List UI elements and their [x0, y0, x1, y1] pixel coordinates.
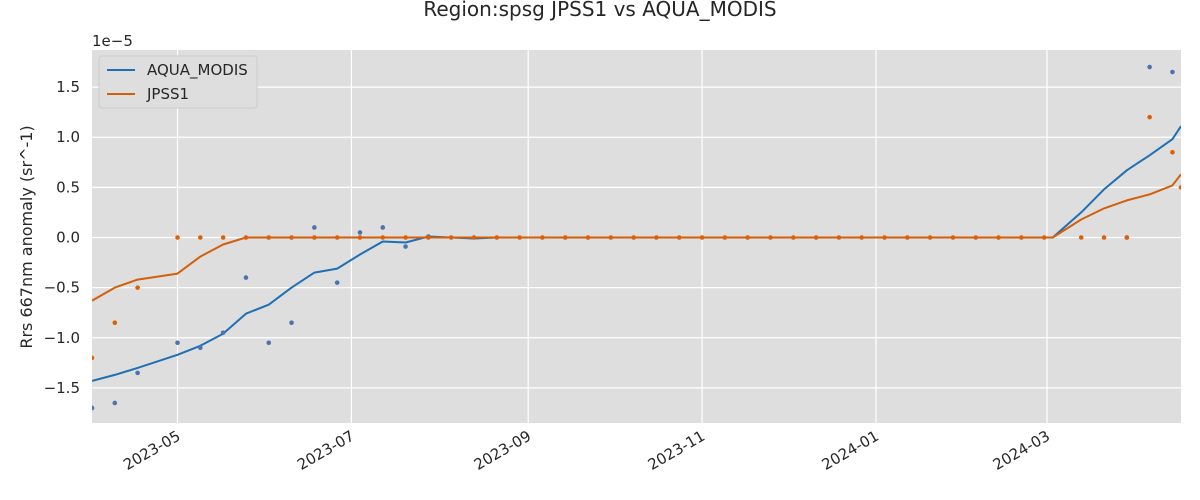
y-tick-label: −0.5: [44, 279, 80, 297]
jpss1-point: [562, 235, 568, 240]
aqua-modis-line: [92, 125, 1181, 382]
jpss1-point: [334, 235, 340, 240]
aqua-modis-point: [312, 225, 317, 230]
jpss1-point: [1124, 235, 1130, 240]
jpss1-point: [471, 235, 477, 240]
jpss1-point: [426, 235, 431, 240]
jpss1-point: [403, 235, 408, 240]
jpss1-point: [790, 235, 796, 240]
aqua-modis-point: [1147, 64, 1152, 70]
jpss1-point: [357, 235, 363, 240]
legend-label-jpss: JPSS1: [146, 85, 189, 103]
jpss1-point: [1101, 235, 1107, 240]
jpss1-point: [722, 235, 728, 240]
aqua-modis-point: [92, 405, 95, 411]
jpss1-point: [1078, 235, 1084, 240]
jpss1-point: [745, 235, 750, 240]
jpss1-point: [243, 235, 249, 240]
jpss1-point: [654, 235, 659, 240]
jpss1-point: [1178, 185, 1181, 190]
plot-area: [92, 64, 1181, 411]
y-tick-label: 0.0: [56, 229, 80, 247]
x-tick-label: 2023-07: [294, 427, 357, 474]
legend: AQUA_MODIS JPSS1: [98, 55, 258, 109]
aqua-modis-point: [357, 230, 363, 235]
x-tick-label: 2023-05: [120, 427, 183, 474]
chart-title: Region:spsg JPSS1 vs AQUA_MODIS: [423, 0, 776, 21]
jpss1-point: [950, 235, 956, 240]
jpss1-point: [112, 320, 118, 326]
y-tick-label: 1.5: [56, 78, 80, 96]
jpss1-point: [198, 235, 203, 240]
x-tick-label: 2024-01: [819, 427, 882, 474]
jpss1-point: [973, 235, 979, 240]
jpss1-point: [927, 235, 933, 240]
jpss1-point: [494, 235, 500, 240]
legend-label-aqua: AQUA_MODIS: [147, 61, 248, 80]
y-tick-label: 1.0: [56, 128, 80, 146]
aqua-modis-point: [289, 320, 294, 326]
jpss1-point: [905, 235, 910, 240]
jpss1-point: [699, 235, 705, 240]
aqua-modis-point: [198, 345, 203, 351]
aqua-modis-point: [403, 244, 408, 249]
y-axis-label: Rrs 667nm anomaly (sr^-1): [17, 125, 36, 348]
jpss1-point: [608, 235, 614, 240]
aqua-modis-point: [135, 370, 140, 376]
y-offset-label: 1e−5: [92, 32, 133, 50]
jpss1-point: [92, 355, 95, 361]
jpss1-point: [882, 235, 887, 240]
aqua-modis-point: [220, 330, 226, 336]
jpss1-point: [380, 235, 386, 240]
y-tick-label: −1.5: [44, 379, 80, 397]
aqua-modis-point: [380, 225, 386, 230]
x-tick-label: 2023-09: [471, 427, 534, 474]
jpss1-point: [996, 235, 1001, 240]
y-tick-label: −1.0: [44, 329, 80, 347]
jpss1-point: [312, 235, 317, 240]
aqua-modis-point: [334, 280, 340, 285]
legend-box: [98, 55, 258, 109]
jpss1-point: [836, 235, 842, 240]
aqua-modis-point: [243, 275, 249, 280]
aqua-modis-point: [266, 340, 272, 346]
jpss1-point: [135, 285, 140, 290]
jpss1-point: [1019, 235, 1024, 240]
jpss1-point: [631, 235, 636, 240]
aqua-modis-point: [112, 400, 118, 406]
x-tick-label: 2024-03: [990, 427, 1053, 474]
aqua-modis-point: [175, 340, 180, 346]
jpss1-point: [289, 235, 294, 240]
series-layer: [92, 64, 1181, 411]
aqua-modis-point: [1170, 69, 1175, 75]
jpss1-point: [1147, 114, 1152, 120]
jpss1-point: [448, 235, 454, 240]
jpss1-point: [1041, 235, 1047, 240]
jpss1-point: [517, 235, 522, 240]
jpss1-point: [266, 235, 272, 240]
jpss1-point: [540, 235, 545, 240]
jpss1-point: [768, 235, 773, 240]
jpss1-point: [220, 235, 226, 240]
x-tick-label: 2023-11: [645, 427, 708, 474]
y-tick-label: 0.5: [56, 178, 80, 196]
jpss1-point: [676, 235, 682, 240]
jpss1-point: [585, 235, 591, 240]
jpss1-point: [813, 235, 819, 240]
jpss1-point: [1170, 149, 1175, 155]
jpss1-point: [175, 235, 180, 240]
jpss1-point: [859, 235, 865, 240]
